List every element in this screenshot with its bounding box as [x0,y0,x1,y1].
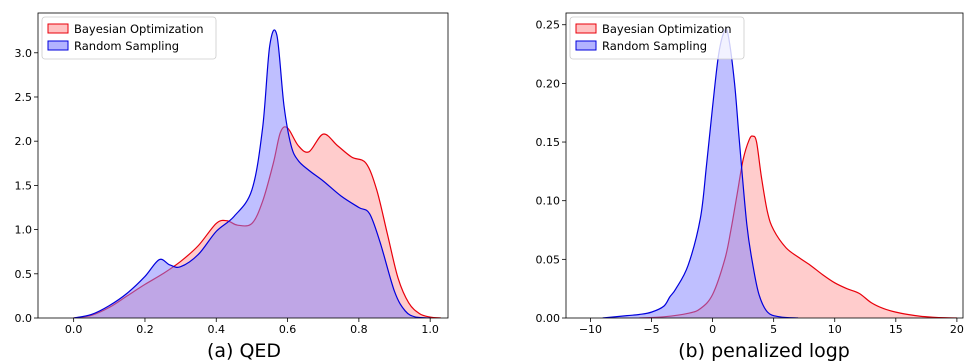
x-tick-label-logp: −10 [579,323,602,336]
x-tick-label-logp: −5 [643,323,659,336]
x-tick-label-qed: 0.2 [136,323,154,336]
y-tick-label-qed: 1.5 [15,179,33,192]
legend-box-logp [569,16,745,60]
x-tick-label-logp: 0 [709,323,716,336]
y-tick-label-logp: 0.10 [536,195,561,208]
legend-box-qed [41,16,217,60]
x-tick-label-qed: 1.0 [421,323,439,336]
legend-label-bayesian-optimization-qed: Bayesian Optimization [74,22,204,36]
y-tick-label-qed: 0.0 [15,312,33,325]
axes-frame-qed [37,12,449,319]
legend-swatch-random-sampling-logp [575,40,597,51]
area-random-sampling-qed [73,29,431,318]
legend-qed: Bayesian Optimization Random Sampling [41,16,217,60]
x-tick-label-qed: 0.0 [65,323,83,336]
y-tick-label-qed: 0.5 [15,268,33,281]
area-bayesian-optimization-logp [639,136,957,318]
y-tick-label-logp: 0.20 [536,77,561,90]
x-tick-label-logp: 5 [770,323,777,336]
x-tick-label-logp: 15 [889,323,903,336]
line-random-sampling-logp [602,28,799,318]
x-tick-label-qed: 0.4 [208,323,226,336]
x-tick-label-qed: 0.6 [279,323,297,336]
y-tick-label-logp: 0.15 [536,136,561,149]
line-random-sampling-qed [73,29,431,318]
legend-label-bayesian-optimization-logp: Bayesian Optimization [602,22,732,36]
panel-penalized-logp: −10 −5 0 5 10 15 20 0.00 0.05 0.10 0.15 0.20 0.25 Ba… [536,12,964,362]
caption-penalized-logp: (b) penalized logp [678,340,850,362]
y-tick-label-qed: 3.0 [15,47,33,60]
legend-swatch-random-sampling-qed [47,40,69,51]
y-tick-label-qed: 2.5 [15,91,33,104]
x-tick-label-qed: 0.8 [350,323,368,336]
caption-qed: (a) QED [207,340,281,362]
panel-qed: 0.0 0.2 0.4 0.6 0.8 1.00.00.51.01.52.02.53.0 … [15,12,449,362]
x-tick-label-logp: 20 [950,323,964,336]
legend-label-random-sampling-qed: Random Sampling [74,39,179,53]
y-tick-label-qed: 2.0 [15,135,33,148]
x-tick-label-logp: 10 [828,323,842,336]
legend-penalized-logp: Bayesian Optimization Random Sampling [569,16,745,60]
y-tick-label-logp: 0.25 [536,19,561,32]
y-tick-label-qed: 1.0 [15,224,33,237]
y-tick-label-logp: 0.00 [536,312,561,325]
legend-swatch-bayesian-optimization-qed [47,23,69,34]
legend-swatch-bayesian-optimization-logp [575,23,597,34]
legend-label-random-sampling-logp: Random Sampling [602,39,707,53]
axes-frame-logp [565,12,964,319]
y-tick-label-logp: 0.05 [536,253,561,266]
